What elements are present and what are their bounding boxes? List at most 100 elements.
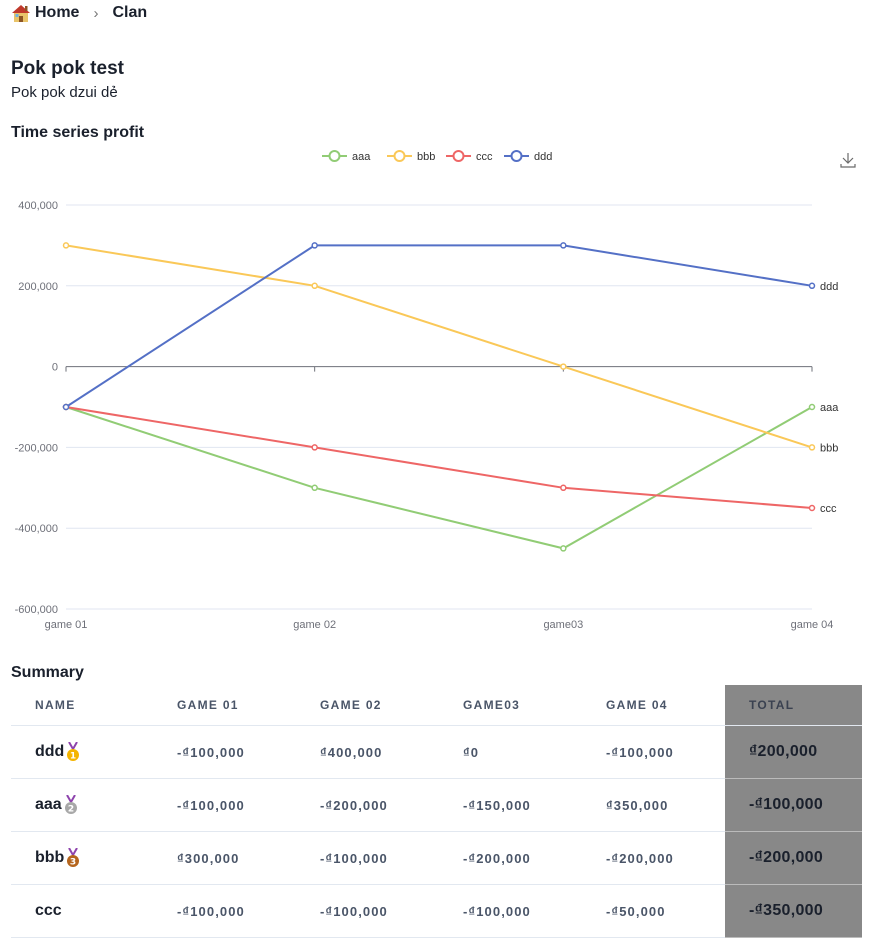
legend-item-ccc[interactable]: ccc xyxy=(446,150,493,163)
game-1-profit-cell: -₫100,000 xyxy=(153,884,296,938)
summary-table: NAME GAME 01 GAME 02 GAME03 GAME 04 TOTA… xyxy=(11,685,862,938)
svg-text:2: 2 xyxy=(68,805,74,815)
game-1-profit-cell: -₫100,000 xyxy=(153,725,296,779)
series-line-ccc xyxy=(65,406,813,509)
legend-marker xyxy=(452,150,465,162)
table-row: aaa 2 -₫100,000 -₫200,000 -₫150,000 ₫350,000-… xyxy=(11,778,862,832)
data-point-aaa xyxy=(808,403,816,411)
player-name: aaa xyxy=(35,796,62,814)
y-tick-label: 200,000 xyxy=(18,281,58,293)
game-4-profit-cell: ₫350,000 xyxy=(582,778,725,832)
data-point-ccc xyxy=(311,444,318,451)
total-profit-cell: -₫200,000 xyxy=(725,831,862,885)
breadcrumb-current: Clan xyxy=(112,4,148,21)
game-2-profit-cell: -₫100,000 xyxy=(296,884,439,938)
gold-medal-icon: 1 xyxy=(67,742,80,762)
data-point-ddd xyxy=(311,242,318,249)
legend-label: ccc xyxy=(476,151,493,163)
legend-marker xyxy=(393,150,406,162)
y-tick-label: -400,000 xyxy=(15,523,58,535)
column-header-game-04[interactable]: GAME 04 xyxy=(582,685,725,726)
game-3-profit-cell: ₫0 xyxy=(439,725,582,779)
series-line-ddd xyxy=(65,244,813,408)
data-point-bbb xyxy=(560,363,567,370)
data-point-ccc xyxy=(808,504,816,512)
data-point-ccc xyxy=(560,484,567,492)
legend-marker xyxy=(328,150,341,162)
data-point-bbb xyxy=(808,444,816,451)
game-3-profit-cell: -₫200,000 xyxy=(439,831,582,885)
player-name: bbb xyxy=(35,849,65,867)
x-tick-label: game 01 xyxy=(45,619,88,631)
chart-section-title: Time series profit xyxy=(11,124,145,141)
player-name-cell: ccc xyxy=(11,884,153,938)
game-4-profit-cell: -₫50,000 xyxy=(582,884,725,938)
x-tick-label: game03 xyxy=(543,619,583,631)
legend-item-ddd[interactable]: ddd xyxy=(504,150,552,163)
game-1-profit-cell: ₫300,000 xyxy=(153,831,296,885)
table-row: ccc -₫100,000 -₫100,000 -₫100,000 -₫50,000 -₫… xyxy=(11,884,862,938)
series-end-label-bbb: bbb xyxy=(820,442,838,454)
game-4-profit-cell: -₫100,000 xyxy=(582,725,725,779)
y-tick-label: 400,000 xyxy=(18,200,58,212)
player-name: ccc xyxy=(35,902,62,919)
column-header-total[interactable]: TOTAL xyxy=(725,685,862,726)
series-line-aaa xyxy=(65,406,813,550)
player-name-cell: bbb 3 xyxy=(11,831,153,885)
bronze-medal-icon: 3 xyxy=(67,848,80,868)
data-point-ddd xyxy=(560,242,567,249)
legend-label: bbb xyxy=(417,151,435,163)
table-row: ddd 1 -₫100,000 ₫400,000 ₫0 -₫100,000 ₫200,000 xyxy=(11,725,862,779)
game-4-profit-cell: -₫200,000 xyxy=(582,831,725,885)
column-header-game-01[interactable]: GAME 01 xyxy=(153,685,296,726)
data-point-bbb xyxy=(62,242,70,249)
series-end-label-ccc: ccc xyxy=(820,503,837,515)
total-profit-cell: -₫100,000 xyxy=(725,778,862,832)
house-icon xyxy=(12,5,30,22)
x-tick-label: game 02 xyxy=(293,619,336,631)
data-point-bbb xyxy=(311,282,318,290)
legend-item-bbb[interactable]: bbb xyxy=(387,150,435,163)
x-tick-label: game 04 xyxy=(791,619,834,631)
total-profit-cell: -₫350,000 xyxy=(725,884,862,938)
profit-line-chart: 400,000 200,000 0 -200,000 -400,000 -600,000 g… xyxy=(15,150,856,631)
table-row: bbb 3 ₫300,000 -₫100,000 -₫200,000 -₫200,000-… xyxy=(11,831,862,885)
game-3-profit-cell: -₫150,000 xyxy=(439,778,582,832)
summary-title: Summary xyxy=(11,664,84,681)
series-line-bbb xyxy=(65,244,813,449)
legend-label: ddd xyxy=(534,151,552,163)
player-name-cell: aaa 2 xyxy=(11,778,153,832)
silver-medal-icon: 2 xyxy=(64,795,77,815)
series-end-label-ddd: ddd xyxy=(820,281,838,293)
data-point-aaa xyxy=(311,484,318,492)
data-point-aaa xyxy=(560,545,567,552)
player-name: ddd xyxy=(35,743,65,761)
y-tick-label: 0 xyxy=(52,362,58,374)
game-3-profit-cell: -₫100,000 xyxy=(439,884,582,938)
series-end-label-aaa: aaa xyxy=(820,402,839,414)
y-tick-label: -200,000 xyxy=(15,442,58,454)
column-header-game03[interactable]: GAME03 xyxy=(439,685,582,726)
game-2-profit-cell: ₫400,000 xyxy=(296,725,439,779)
breadcrumb-home-link[interactable]: Home xyxy=(35,4,80,21)
legend-item-aaa[interactable]: aaa xyxy=(322,150,371,163)
breadcrumb: Home › Clan xyxy=(11,3,147,23)
game-2-profit-cell: -₫200,000 xyxy=(296,778,439,832)
download-icon[interactable] xyxy=(840,153,856,168)
table-header-row: NAME GAME 01 GAME 02 GAME03 GAME 04 TOTA… xyxy=(11,685,862,726)
total-profit-cell: ₫200,000 xyxy=(725,725,862,779)
page-title: Pok pok test xyxy=(11,58,124,79)
y-tick-label: -600,000 xyxy=(15,604,58,616)
chevron-right-icon: › xyxy=(93,4,99,22)
column-header-game-02[interactable]: GAME 02 xyxy=(296,685,439,726)
player-name-cell: ddd 1 xyxy=(11,725,153,779)
game-1-profit-cell: -₫100,000 xyxy=(153,778,296,832)
column-header-name[interactable]: NAME xyxy=(11,685,153,726)
legend-label: aaa xyxy=(352,151,371,163)
svg-text:3: 3 xyxy=(70,858,76,868)
data-point-ddd xyxy=(62,403,70,411)
game-2-profit-cell: -₫100,000 xyxy=(296,831,439,885)
legend-marker xyxy=(510,150,523,162)
data-point-ddd xyxy=(808,282,816,290)
svg-text:1: 1 xyxy=(70,752,76,762)
